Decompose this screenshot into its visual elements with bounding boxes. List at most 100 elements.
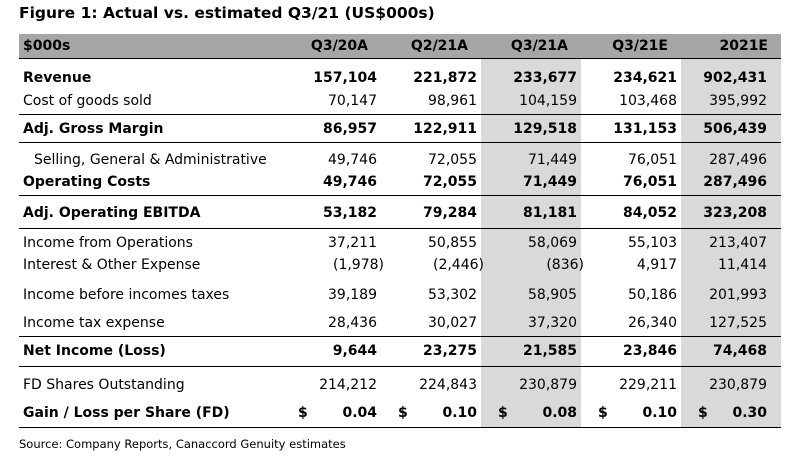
cell-q221a: (2,446) [432,257,484,273]
cell-q321a: 71,449 [528,152,577,168]
cell-2021e: 230,879 [709,377,767,393]
cell-q321a: 0.08 [542,405,577,421]
cell-2021e: 287,496 [703,174,767,190]
cell-q321a: 58,905 [528,287,577,303]
cell-q320a: 53,182 [322,205,377,221]
cell-2021e: 201,993 [709,287,767,303]
header-units-label: $000s [23,38,71,54]
cell-2021e: 287,496 [709,152,767,168]
cell-2021e: 0.30 [732,405,767,421]
table-row-revenue: Revenue 157,104 221,872 233,677 234,621 … [19,67,781,89]
cell-q321e: 55,103 [628,235,677,251]
table-row-eps: Gain / Loss per Share (FD) $ 0.04 $ 0.10… [19,402,781,424]
table-row-income-tax: Income tax expense 28,436 30,027 37,320 … [19,312,781,334]
cell-q321e: 0.10 [642,405,677,421]
cell-q320a: 70,147 [328,93,377,109]
cell-q221a: 23,275 [422,343,477,359]
cell-q221a: 122,911 [413,121,477,137]
cell-q221a: 53,302 [428,287,477,303]
table-row-interest-other: Interest & Other Expense (1,978) (2,446)… [19,254,781,276]
header-col-q320a: Q3/20A [310,38,368,54]
row-label: Cost of goods sold [23,93,152,109]
divider-income-ops [19,228,781,229]
cell-q320a: 0.04 [342,405,377,421]
row-label: Adj. Operating EBITDA [23,205,201,221]
divider-header [19,58,781,59]
cell-q321e: 4,917 [636,257,677,273]
table-row-income-before-taxes: Income before incomes taxes 39,189 53,30… [19,284,781,306]
cell-q320a: 157,104 [313,70,377,86]
row-label: Gain / Loss per Share (FD) [23,405,230,421]
cell-q321e: 76,051 [628,152,677,168]
row-label: Income from Operations [23,235,193,251]
currency-symbol: $ [398,405,408,421]
row-label: Revenue [23,70,92,86]
row-label: FD Shares Outstanding [23,377,185,393]
header-col-q321e: Q3/21E [612,38,668,54]
cell-q320a: 37,211 [328,235,377,251]
cell-q321a: 104,159 [519,93,577,109]
cell-q321e: 229,211 [619,377,677,393]
cell-q321e: 131,153 [613,121,677,137]
cell-q221a: 224,843 [419,377,477,393]
table-header-band [19,34,781,58]
row-label: Net Income (Loss) [23,343,166,359]
column-highlight-2021e [681,34,781,428]
cell-q321e: 103,468 [619,93,677,109]
divider-bottom [19,427,781,428]
cell-q320a: 9,644 [332,343,377,359]
divider-sga [19,142,781,143]
currency-symbol: $ [498,405,508,421]
cell-2021e: 213,407 [709,235,767,251]
header-col-q221a: Q2/21A [410,38,468,54]
table-row-gross-margin: Adj. Gross Margin 86,957 122,911 129,518… [19,118,781,140]
row-label: Operating Costs [23,174,151,190]
cell-q321e: 26,340 [628,315,677,331]
cell-q321a: 230,879 [519,377,577,393]
cell-q320a: (1,978) [332,257,384,273]
cell-q320a: 49,746 [322,174,377,190]
cell-2021e: 74,468 [712,343,767,359]
cell-q221a: 72,055 [422,174,477,190]
cell-q221a: 30,027 [428,315,477,331]
cell-2021e: 902,431 [703,70,767,86]
row-label: Adj. Gross Margin [23,121,164,137]
cell-2021e: 11,414 [718,257,767,273]
cell-2021e: 323,208 [703,205,767,221]
currency-symbol: $ [298,405,308,421]
cell-q320a: 214,212 [319,377,377,393]
cell-q221a: 0.10 [442,405,477,421]
cell-q320a: 49,746 [328,152,377,168]
table-row-fd-shares: FD Shares Outstanding 214,212 224,843 23… [19,374,781,396]
currency-symbol: $ [698,405,708,421]
table-row-operating-costs: Operating Costs 49,746 72,055 71,449 76,… [19,171,781,193]
financial-table: $000s Q3/20A Q2/21A Q3/21A Q3/21E 2021E … [19,34,781,428]
cell-q321a: 233,677 [513,70,577,86]
cell-q320a: 39,189 [328,287,377,303]
divider-ebitda [19,195,781,196]
cell-q321e: 234,621 [613,70,677,86]
cell-q320a: 28,436 [328,315,377,331]
cell-q221a: 98,961 [428,93,477,109]
table-row-net-income: Net Income (Loss) 9,644 23,275 21,585 23… [19,340,781,362]
row-label: Interest & Other Expense [23,257,201,273]
cell-q321a: 21,585 [522,343,577,359]
cell-q321a: 81,181 [522,205,577,221]
cell-q321a: 71,449 [522,174,577,190]
table-row-income-from-operations: Income from Operations 37,211 50,855 58,… [19,232,781,254]
cell-q321e: 84,052 [622,205,677,221]
cell-2021e: 127,525 [709,315,767,331]
table-header-row: $000s Q3/20A Q2/21A Q3/21A Q3/21E 2021E [19,35,781,57]
cell-q221a: 50,855 [428,235,477,251]
cell-q321e: 50,186 [628,287,677,303]
header-col-q321a: Q3/21A [510,38,568,54]
table-row-cogs: Cost of goods sold 70,147 98,961 104,159… [19,90,781,112]
figure-title: Figure 1: Actual vs. estimated Q3/21 (US… [19,4,435,22]
cell-q321e: 76,051 [622,174,677,190]
divider-gross-margin [19,114,781,115]
cell-q321e: 23,846 [622,343,677,359]
row-label: Selling, General & Administrative [34,152,267,168]
divider-net-income [19,336,781,337]
row-label: Income tax expense [23,315,165,331]
cell-q221a: 79,284 [422,205,477,221]
